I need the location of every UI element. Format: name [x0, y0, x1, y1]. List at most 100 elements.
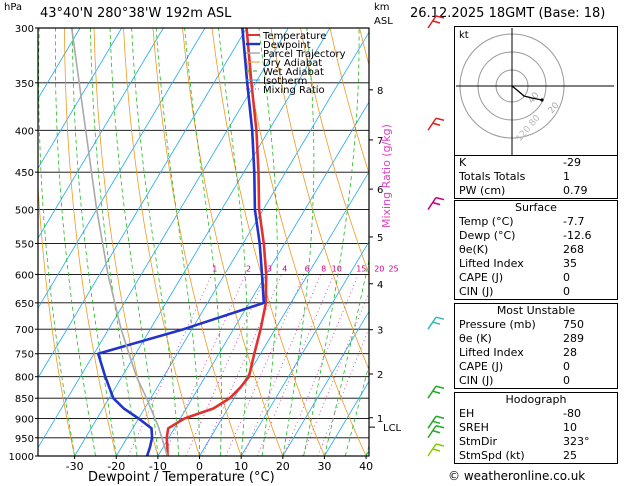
mixing-ratio-label: 10: [332, 264, 342, 273]
height-tick-label: 7: [377, 136, 383, 147]
mixing-ratio-label: 6: [305, 264, 310, 273]
legend-label: Isotherm: [263, 76, 307, 87]
location-header: 43°40'N 280°38'W 192m ASL: [40, 6, 232, 21]
isotherm-line: [282, 310, 369, 456]
wind-barb-flag: [432, 321, 441, 325]
wet-adiabat-line: [131, 28, 180, 456]
mixing-ratio-label: 15: [356, 264, 366, 273]
pressure-tick-label: 350: [15, 79, 34, 90]
temperature-tick-label: 40: [359, 460, 373, 473]
mixing-ratio-label: 4: [282, 264, 287, 273]
mixing-ratio-label: 8: [321, 264, 326, 273]
dry-adiabat-line: [123, 28, 200, 456]
hodograph-row: StmDir 323°: [459, 435, 590, 448]
most-unstable-table: Most Unstable Pressure (mb) 750 θe (K) 289…: [454, 303, 618, 389]
pressure-tick-label: 700: [15, 325, 34, 336]
mixing-ratio-line: [225, 274, 305, 456]
mixing-ratio-line: [185, 274, 267, 456]
mixing-ratio-line: [302, 291, 369, 456]
hodograph-row: SREH 10: [459, 421, 577, 434]
dry-adiabat-line: [329, 28, 369, 175]
height-unit-label: km: [374, 2, 390, 13]
temperature-tick-label: -30: [66, 460, 84, 473]
wet-adiabat-line: [72, 28, 117, 456]
mixing-ratio-label: 20: [374, 264, 384, 273]
mixing-ratio-axis-label: Mixing Ratio (g/kg): [380, 124, 393, 228]
wind-barb-flag: [435, 443, 445, 447]
temperature-tick-label: -10: [149, 460, 167, 473]
isotherm-line: [38, 28, 247, 379]
legend-label: Dry Adiabat: [263, 58, 322, 69]
wet-adiabat-line: [155, 28, 200, 456]
mixing-ratio-line: [163, 274, 246, 456]
wind-barb-flag: [432, 122, 441, 126]
legend-label: Temperature: [262, 31, 326, 42]
mixing-ratio-label: 25: [388, 264, 398, 273]
isotherm-line: [115, 31, 369, 456]
wind-barb-staff: [427, 197, 437, 211]
dry-adiabat-line: [38, 179, 75, 456]
height-tick-label: 5: [377, 233, 383, 244]
dry-adiabat-line: [64, 28, 117, 456]
wind-barb-flag: [432, 420, 441, 425]
index-row-k: K -29: [459, 156, 581, 169]
isotherm-line: [157, 101, 369, 456]
wet-adiabat-line: [258, 28, 278, 456]
wind-barb-flag: [435, 15, 445, 19]
dewpoint-line: [96, 28, 266, 456]
hodograph-frame: [454, 26, 618, 164]
most-unstable-row: Pressure (mb) 750: [459, 318, 584, 331]
isotherm-line: [324, 380, 369, 456]
isotherm-line: [38, 28, 289, 449]
mixing-ratio-line: [201, 274, 283, 456]
temperature-tick-label: -20: [107, 460, 125, 473]
pressure-tick-label: 550: [15, 239, 34, 250]
pressure-tick-label: 500: [15, 206, 34, 217]
wet-adiabat-line: [90, 28, 138, 456]
wind-barb-flag: [435, 415, 445, 420]
wind-barb-staff: [427, 385, 437, 399]
height-tick-label: 1: [377, 414, 383, 425]
legend-label: Parcel Trajectory: [263, 49, 346, 60]
hodograph-table-title: Hodograph: [505, 393, 567, 406]
wind-barb-staff: [427, 316, 437, 330]
surface-title: Surface: [515, 201, 557, 214]
mixing-ratio-label: 1: [212, 264, 217, 273]
indices-table: K -29 Totals Totals 1 PW (cm) 0.79: [454, 155, 618, 199]
x-axis-label: Dewpoint / Temperature (°C): [88, 470, 275, 485]
pressure-tick-label: 950: [15, 434, 34, 445]
plot-frame: [37, 27, 370, 457]
wind-barb-staff: [427, 15, 437, 29]
pressure-unit-label: hPa: [4, 2, 23, 13]
datetime-header: 26.12.2025 18GMT (Base: 18): [410, 6, 606, 21]
wind-barb-flag: [435, 425, 445, 429]
temperature-tick-label: 30: [317, 460, 331, 473]
legend-label: Dewpoint: [263, 40, 311, 51]
surface-row: Lifted Index 35: [459, 257, 577, 270]
surface-row: θe(K) 268: [459, 243, 584, 256]
mixing-ratio-line: [256, 274, 335, 456]
dry-adiabat-line: [625, 28, 629, 456]
pressure-tick-label: 1000: [9, 452, 34, 463]
height-tick-label: 6: [377, 185, 383, 196]
surface-row: Temp (°C) -7.7: [459, 215, 585, 228]
wind-barb-flag: [435, 117, 445, 121]
mixing-ratio-line: [242, 274, 322, 456]
wind-barb-flag: [435, 196, 445, 201]
hodograph-unit: kt: [459, 30, 469, 41]
mixing-ratio-line: [317, 327, 369, 456]
wind-barb-flag: [432, 448, 441, 452]
height-tick-label: 2: [377, 370, 383, 381]
wet-adiabat-line: [55, 28, 96, 456]
surface-row: CAPE (J) 0: [459, 271, 570, 284]
hodograph-point: [540, 98, 544, 102]
temperature-tick-label: 0: [196, 460, 203, 473]
wet-adiabat-line: [109, 28, 159, 456]
pressure-tick-label: 400: [15, 126, 34, 137]
height-ref-label: ASL: [374, 16, 393, 27]
wind-barb-staff: [427, 443, 437, 457]
wind-barb-staff: [427, 117, 437, 131]
temperature-tick-label: 10: [234, 460, 248, 473]
most-unstable-title: Most Unstable: [496, 304, 576, 317]
